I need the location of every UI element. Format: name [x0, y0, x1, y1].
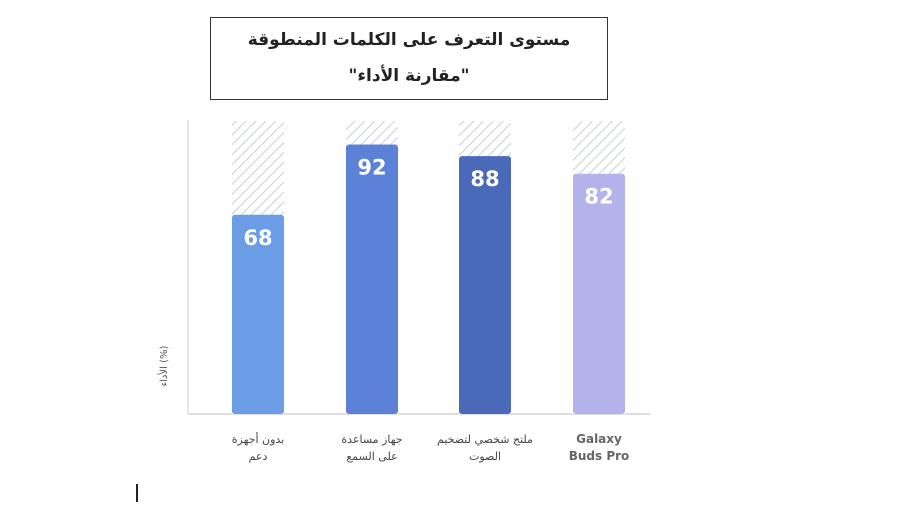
bar-3 — [573, 173, 625, 414]
bar-value-label-3: 82 — [584, 185, 613, 209]
bar-value-label-0: 68 — [243, 226, 272, 250]
bar-2 — [459, 156, 511, 414]
chart-title-box: مستوى التعرف على الكلمات المنطوقة "مقارن… — [210, 17, 608, 100]
chart-title: مستوى التعرف على الكلمات المنطوقة — [247, 30, 571, 50]
x-tick-label-2-1: الصوت — [469, 450, 501, 463]
x-tick-label-3-1: Buds Pro — [569, 449, 630, 463]
bar-value-label-1: 92 — [357, 155, 386, 179]
x-tick-label-0-1: دعم — [249, 450, 268, 463]
bar-0 — [232, 214, 284, 414]
bar-value-label-2: 88 — [470, 167, 499, 191]
x-tick-label-2-0: ملتج شخصي لتضخيم — [437, 433, 533, 446]
x-tick-label-1-0: جهاز مساعدة — [341, 433, 402, 446]
y-axis-label: الأداء (%) — [157, 345, 170, 386]
x-tick-label-3-0: Galaxy — [576, 432, 622, 446]
chart-subtitle: "مقارنة الأداء" — [348, 66, 470, 86]
x-tick-label-0-0: بدون أجهزة — [232, 432, 284, 446]
bar-1 — [346, 144, 398, 414]
x-tick-label-1-1: على السمع — [346, 450, 397, 463]
text-cursor — [136, 484, 138, 502]
